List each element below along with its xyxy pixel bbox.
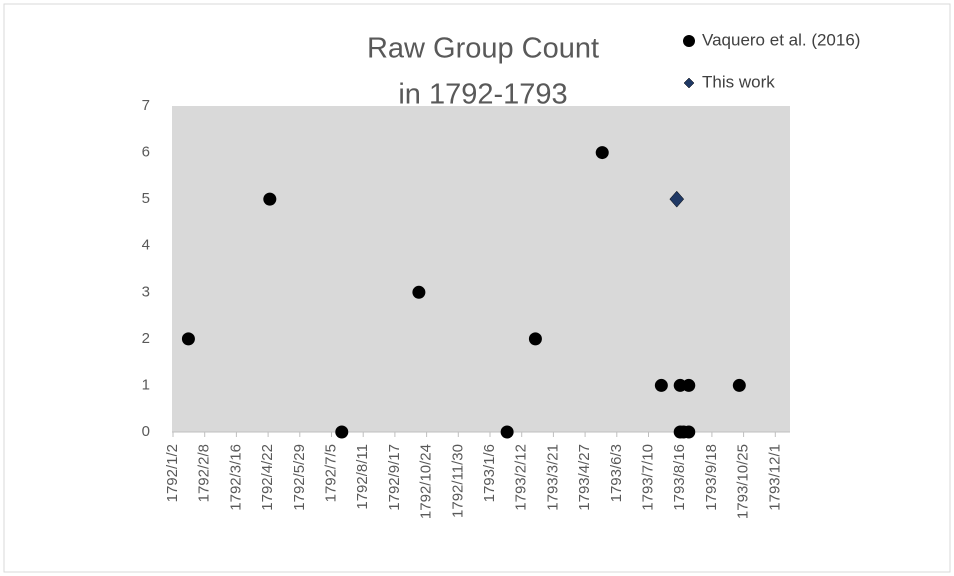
x-tick-label: 1792/10/24 xyxy=(418,444,435,519)
point xyxy=(595,146,609,160)
chart-title: in 1792-1793 xyxy=(398,79,567,111)
point xyxy=(528,332,542,346)
y-tick-label: 7 xyxy=(142,97,150,114)
chart-title: Raw Group Count xyxy=(367,33,599,65)
x-tick-label: 1792/2/8 xyxy=(196,444,213,502)
x-tick-label: 1792/9/17 xyxy=(386,444,403,511)
point xyxy=(181,332,195,346)
x-tick-label: 1793/4/27 xyxy=(576,444,593,511)
point xyxy=(263,192,277,206)
point xyxy=(732,378,746,392)
x-tick-label: 1792/8/11 xyxy=(354,444,371,510)
x-tick-label: 1792/4/22 xyxy=(259,444,276,511)
point xyxy=(335,425,349,439)
x-tick-label: 1793/10/25 xyxy=(735,444,752,519)
x-tick-label: 1793/2/12 xyxy=(513,444,530,511)
x-tick-label: 1792/1/2 xyxy=(164,444,181,502)
x-tick-label: 1793/1/6 xyxy=(481,444,498,502)
point xyxy=(500,425,514,439)
legend-marker xyxy=(683,77,695,89)
y-tick-label: 2 xyxy=(142,330,150,347)
legend-marker xyxy=(683,35,695,47)
point xyxy=(669,190,685,208)
x-tick-label: 1793/8/16 xyxy=(671,444,688,511)
y-tick-label: 6 xyxy=(142,144,150,161)
x-tick-label: 1793/12/1 xyxy=(766,444,783,511)
x-tick-label: 1792/7/5 xyxy=(322,444,339,502)
legend-label: Vaquero et al. (2016) xyxy=(702,30,860,49)
point xyxy=(412,285,426,299)
legend-label: This work xyxy=(702,72,775,91)
y-tick-label: 0 xyxy=(142,423,150,440)
x-tick-label: 1792/11/30 xyxy=(449,444,466,518)
x-tick-label: 1793/6/3 xyxy=(608,444,625,502)
y-tick-label: 4 xyxy=(142,237,150,254)
x-tick-label: 1793/3/21 xyxy=(544,444,561,511)
x-tick-label: 1792/5/29 xyxy=(291,444,308,511)
x-tick-label: 1792/3/16 xyxy=(227,444,244,511)
point xyxy=(654,378,668,392)
y-tick-label: 5 xyxy=(142,190,150,207)
plot-area xyxy=(172,106,790,432)
point xyxy=(682,378,696,392)
x-tick-label: 1793/9/18 xyxy=(703,444,720,511)
x-tick-label: 1793/7/10 xyxy=(639,444,656,511)
y-tick-label: 3 xyxy=(142,283,150,300)
point xyxy=(682,425,696,439)
y-tick-label: 1 xyxy=(142,376,150,393)
